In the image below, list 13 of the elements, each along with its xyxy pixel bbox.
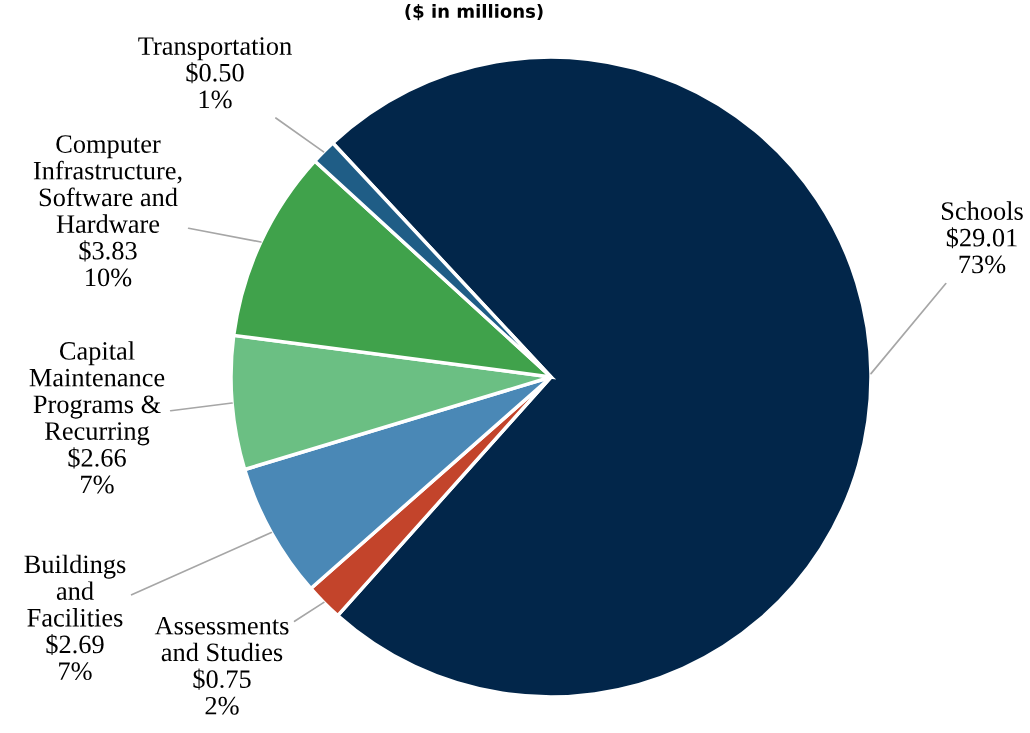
data-label: $0.75 2%	[193, 668, 251, 715]
slice-label: Capital Maintenance Programs & Recurring	[29, 341, 165, 446]
slice-label: Assessments and Studies	[154, 616, 289, 662]
slice-label: Schools	[941, 201, 1023, 220]
slice-label: Buildings and Facilities	[24, 554, 126, 627]
data-label: $2.69 7%	[46, 633, 104, 681]
slice-label: Transportation	[138, 37, 292, 61]
data-label: $0.50 1%	[186, 62, 244, 109]
data-label: $29.01 73%	[946, 227, 1017, 274]
data-label: $3.83 10%	[79, 240, 137, 287]
data-label: $2.66 7%	[68, 447, 126, 494]
chart-title: ($ in millions)	[405, 4, 543, 21]
slice-label: Computer Infrastructure, Software and Hardware	[33, 135, 182, 233]
